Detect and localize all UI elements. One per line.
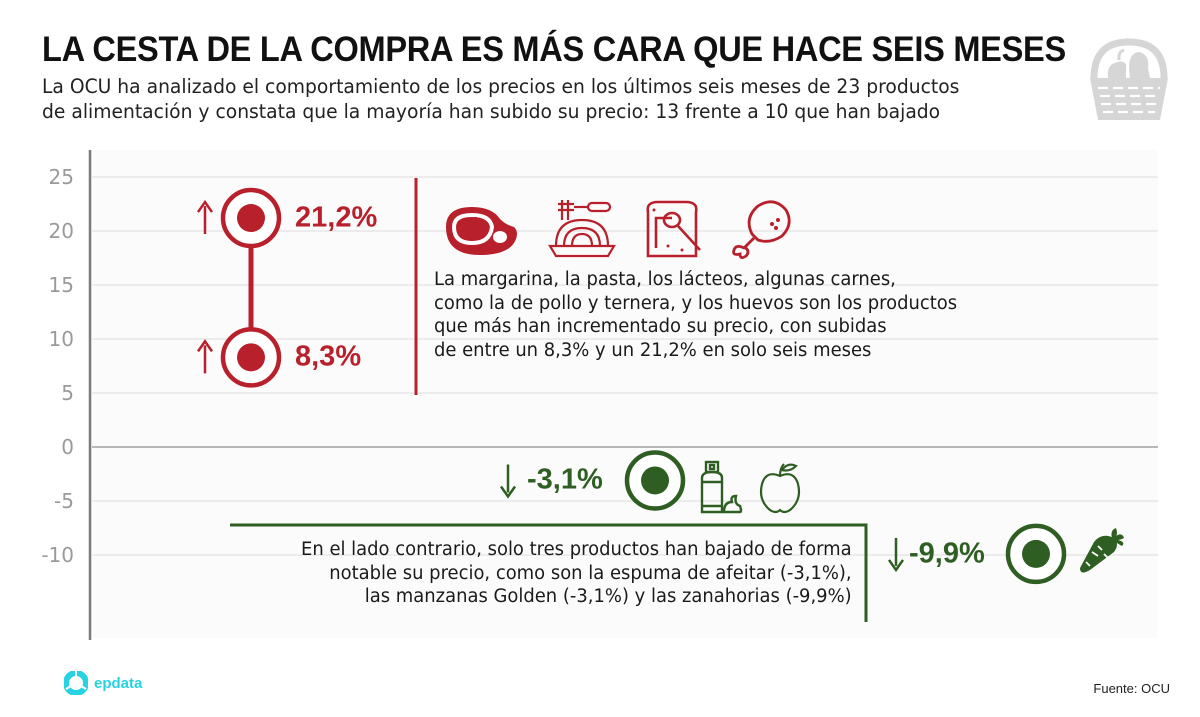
subtitle-line: de alimentación y constata que la mayorí… — [42, 100, 941, 123]
value-label: 21,2% — [295, 201, 378, 234]
value-label: -3,1% — [527, 463, 603, 496]
data-point — [237, 343, 265, 372]
logo-text: epdata — [94, 674, 143, 692]
apple-icon — [759, 463, 801, 514]
carrot-icon — [1080, 528, 1124, 573]
y-tick-label: -10 — [41, 543, 74, 567]
data-point — [641, 466, 669, 495]
data-point — [237, 204, 265, 233]
annotation-line: La margarina, la pasta, los lácteos, alg… — [434, 269, 896, 290]
decrease-bracket — [230, 523, 868, 622]
annotation-line: las manzanas Golden (-3,1%) y las zanaho… — [365, 586, 852, 607]
epdata-logo[interactable]: epdata — [64, 671, 142, 695]
y-tick-label: 10 — [48, 327, 74, 351]
pasta-icon — [548, 200, 616, 258]
shopping-basket-icon — [1090, 38, 1168, 120]
y-tick-label: 25 — [48, 165, 74, 189]
y-tick-label: 20 — [48, 219, 74, 243]
subtitle: La OCU ha analizado el comportamiento de… — [42, 74, 1040, 124]
annotation-line: como la de pollo y ternera, y los huevos… — [434, 292, 958, 314]
subtitle-line: La OCU ha analizado el comportamiento de… — [42, 75, 960, 98]
epdata-logo-icon — [64, 671, 88, 695]
y-tick-label: 0 — [61, 435, 74, 459]
annotation-line: En el lado contrario, solo tres producto… — [301, 539, 852, 560]
increase-annotation: La margarina, la pasta, los lácteos, alg… — [434, 268, 957, 362]
steak-icon — [446, 207, 517, 255]
page-title: LA CESTA DE LA COMPRA ES MÁS CARA QUE HA… — [42, 30, 1066, 69]
value-label: -9,9% — [909, 537, 985, 570]
arrow-down-icon — [887, 537, 905, 573]
arrow-up-icon — [196, 199, 214, 235]
y-tick-label: 5 — [61, 381, 74, 405]
toast-butter-icon — [646, 200, 701, 258]
chicken-leg-icon — [732, 200, 791, 259]
arrow-up-icon — [196, 339, 214, 374]
decrease-annotation: En el lado contrario, solo tres producto… — [301, 538, 852, 609]
shaving-foam-icon — [700, 460, 743, 514]
arrow-down-icon — [499, 464, 517, 499]
value-label: 8,3% — [295, 340, 362, 373]
annotation-line: notable su precio, como son la espuma de… — [329, 562, 852, 584]
y-tick-label: 15 — [48, 273, 74, 297]
data-point — [1022, 539, 1050, 568]
annotation-line: que más han incrementado su precio, con … — [434, 316, 887, 337]
y-tick-label: -5 — [54, 489, 74, 513]
annotation-line: de entre un 8,3% y un 21,2% en solo seis… — [434, 339, 872, 361]
source-note: Fuente: OCU — [1093, 681, 1170, 696]
